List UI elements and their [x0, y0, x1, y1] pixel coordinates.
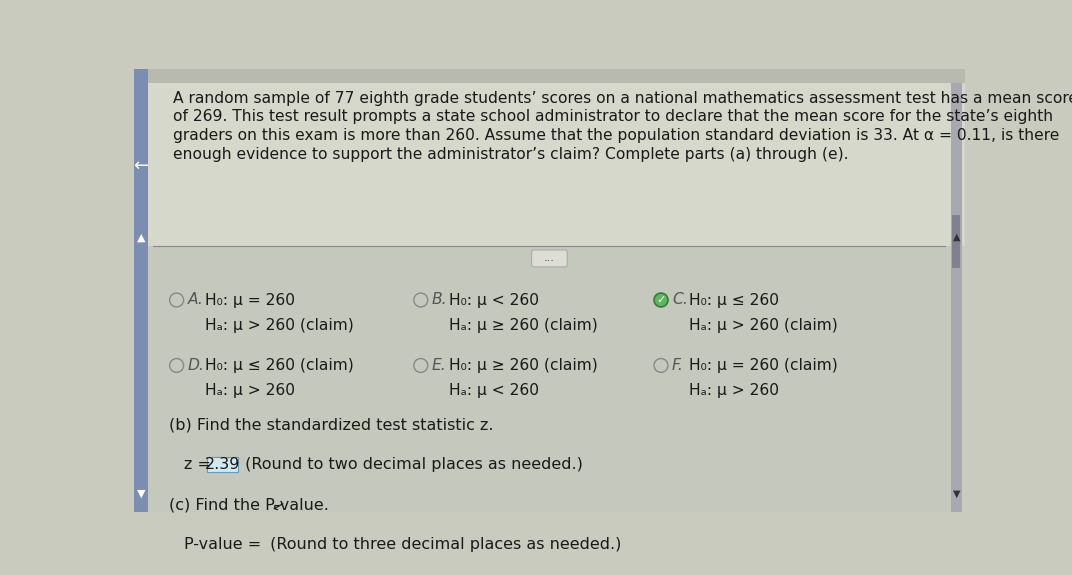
Text: ▼: ▼ [953, 489, 961, 499]
Bar [134, 69, 148, 512]
Text: graders on this exam is more than 260. Assume that the population standard devia: graders on this exam is more than 260. A… [173, 128, 1059, 143]
Text: ...: ... [544, 254, 555, 263]
Text: ✓: ✓ [656, 295, 666, 305]
Text: A.: A. [188, 293, 204, 308]
Bar [952, 215, 961, 268]
FancyBboxPatch shape [207, 457, 238, 473]
Circle shape [169, 359, 183, 373]
Text: (c) Find the P-value.: (c) Find the P-value. [169, 497, 329, 512]
Circle shape [414, 359, 428, 373]
Circle shape [654, 293, 668, 307]
Text: H₀: μ ≥ 260 (claim): H₀: μ ≥ 260 (claim) [449, 358, 597, 373]
Bar [148, 246, 954, 512]
Text: Hₐ: μ < 260: Hₐ: μ < 260 [449, 384, 538, 398]
Text: H₀: μ = 260: H₀: μ = 260 [205, 293, 295, 308]
Text: 2.39: 2.39 [205, 457, 240, 472]
Circle shape [414, 293, 428, 307]
Text: Hₐ: μ ≥ 260 (claim): Hₐ: μ ≥ 260 (claim) [449, 318, 597, 333]
Text: Hₐ: μ > 260: Hₐ: μ > 260 [205, 384, 295, 398]
FancyBboxPatch shape [244, 537, 264, 553]
Text: H₀: μ ≤ 260: H₀: μ ≤ 260 [689, 293, 779, 308]
Text: B.: B. [432, 293, 447, 308]
Text: A random sample of 77 eighth grade students’ scores on a national mathematics as: A random sample of 77 eighth grade stude… [173, 90, 1072, 106]
Text: H₀: μ ≤ 260 (claim): H₀: μ ≤ 260 (claim) [205, 358, 354, 373]
FancyBboxPatch shape [532, 250, 567, 267]
Text: (Round to three decimal places as needed.): (Round to three decimal places as needed… [265, 538, 622, 553]
Text: H₀: μ < 260: H₀: μ < 260 [449, 293, 538, 308]
Text: ▲: ▲ [953, 232, 961, 242]
Circle shape [169, 293, 183, 307]
Text: (b) Find the standardized test statistic z.: (b) Find the standardized test statistic… [169, 417, 493, 432]
Text: E.: E. [432, 358, 446, 373]
Text: ▲: ▲ [137, 232, 145, 242]
Text: of 269. This test result prompts a state school administrator to declare that th: of 269. This test result prompts a state… [173, 109, 1053, 124]
Bar [951, 69, 962, 512]
Text: Hₐ: μ > 260 (claim): Hₐ: μ > 260 (claim) [689, 318, 837, 333]
Bar [148, 69, 965, 83]
Text: D.: D. [188, 358, 205, 373]
Circle shape [654, 359, 668, 373]
Text: z =: z = [184, 457, 217, 472]
Text: Hₐ: μ > 260 (claim): Hₐ: μ > 260 (claim) [205, 318, 354, 333]
Text: ↙: ↙ [270, 497, 286, 515]
Bar [148, 69, 965, 246]
Text: Hₐ: μ > 260: Hₐ: μ > 260 [689, 384, 779, 398]
Text: H₀: μ = 260 (claim): H₀: μ = 260 (claim) [689, 358, 837, 373]
Text: P-value =: P-value = [184, 538, 267, 553]
Text: (Round to two decimal places as needed.): (Round to two decimal places as needed.) [240, 457, 583, 472]
Text: ▼: ▼ [137, 489, 145, 499]
Text: ←: ← [133, 158, 149, 175]
Text: C.: C. [672, 293, 687, 308]
Text: F.: F. [672, 358, 684, 373]
Text: enough evidence to support the administrator’s claim? Complete parts (a) through: enough evidence to support the administr… [173, 147, 848, 162]
